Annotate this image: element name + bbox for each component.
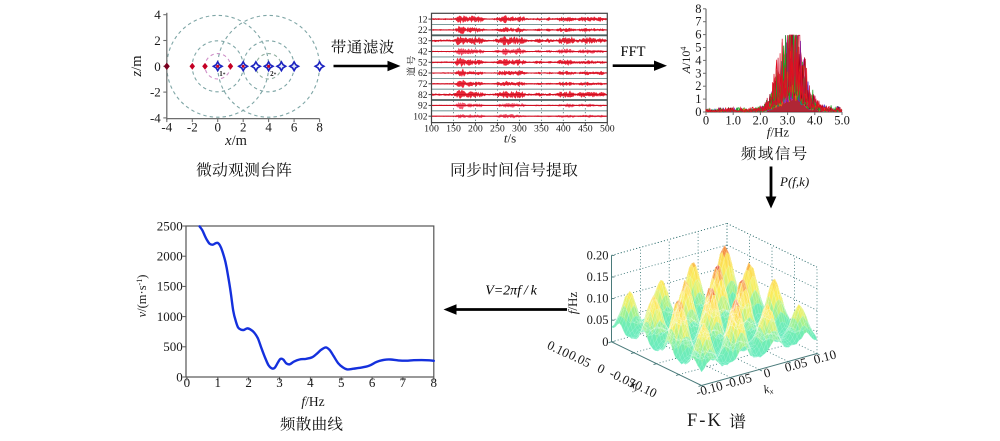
- svg-text:400: 400: [556, 123, 571, 134]
- svg-text:82: 82: [418, 91, 428, 101]
- svg-text:7: 7: [400, 375, 407, 390]
- svg-text:f/Hz: f/Hz: [301, 394, 324, 409]
- svg-text:22: 22: [418, 26, 428, 36]
- svg-text:5.0: 5.0: [834, 114, 850, 128]
- svg-text:0: 0: [176, 369, 183, 384]
- svg-text:500: 500: [600, 123, 615, 134]
- svg-text:8: 8: [431, 375, 438, 390]
- svg-text:A/104: A/104: [679, 47, 693, 75]
- svg-text:250: 250: [490, 123, 505, 134]
- svg-text:0.05: 0.05: [783, 354, 809, 374]
- svg-text:FFT: FFT: [621, 44, 646, 60]
- svg-text:2: 2: [240, 120, 247, 135]
- svg-text:z/m: z/m: [129, 55, 145, 78]
- svg-text:0: 0: [695, 105, 701, 119]
- svg-text:f/Hz: f/Hz: [767, 125, 790, 140]
- svg-text:1: 1: [695, 92, 701, 106]
- svg-text:450: 450: [578, 123, 593, 134]
- svg-text:0.15: 0.15: [587, 270, 609, 284]
- svg-text:-2: -2: [187, 120, 198, 135]
- svg-text:100: 100: [424, 123, 439, 134]
- svg-text:8: 8: [695, 2, 701, 16]
- svg-text:1.0: 1.0: [725, 114, 741, 128]
- svg-text:0.10: 0.10: [587, 292, 609, 306]
- svg-text:12: 12: [418, 15, 428, 25]
- svg-text:2.0: 2.0: [753, 114, 769, 128]
- svg-text:2: 2: [245, 375, 252, 390]
- svg-text:0: 0: [214, 120, 221, 135]
- svg-text:1: 1: [215, 375, 222, 390]
- svg-text:P(f,k): P(f,k): [779, 174, 809, 189]
- svg-text:4.0: 4.0: [807, 114, 823, 128]
- svg-text:200: 200: [468, 123, 483, 134]
- svg-text:1500: 1500: [157, 279, 183, 294]
- svg-text:V=2πf / k: V=2πf / k: [485, 284, 537, 299]
- svg-text:-0.10: -0.10: [694, 378, 724, 400]
- svg-text:-2: -2: [150, 85, 161, 100]
- svg-text:-4: -4: [150, 110, 161, 125]
- svg-text:6: 6: [291, 120, 298, 135]
- svg-text:F-K: F-K: [687, 411, 723, 431]
- svg-text:5: 5: [695, 41, 701, 55]
- svg-text:6: 6: [369, 375, 376, 390]
- svg-text:0.20: 0.20: [587, 248, 609, 262]
- svg-text:0.05: 0.05: [587, 313, 609, 327]
- svg-text:52: 52: [418, 59, 428, 69]
- svg-text:t/s: t/s: [504, 131, 516, 146]
- svg-text:2000: 2000: [157, 249, 183, 264]
- svg-text:42: 42: [418, 48, 428, 58]
- svg-text:f/Hz: f/Hz: [565, 292, 580, 315]
- svg-text:x/m: x/m: [224, 133, 247, 149]
- svg-text:4: 4: [307, 375, 314, 390]
- svg-text:3: 3: [695, 66, 701, 80]
- svg-text:4: 4: [695, 53, 702, 67]
- svg-text:2*: 2*: [270, 70, 277, 78]
- svg-text:3.0: 3.0: [780, 114, 796, 128]
- svg-text:-4: -4: [161, 120, 172, 135]
- svg-text:500: 500: [163, 339, 183, 354]
- svg-text:72: 72: [418, 80, 428, 90]
- svg-text:3: 3: [276, 375, 283, 390]
- svg-text:2: 2: [154, 33, 161, 48]
- svg-text:6: 6: [695, 28, 701, 42]
- svg-text:4: 4: [154, 7, 161, 22]
- svg-text:62: 62: [418, 69, 428, 79]
- svg-text:350: 350: [534, 123, 549, 134]
- svg-text:0: 0: [184, 375, 191, 390]
- svg-text:0: 0: [703, 114, 709, 128]
- svg-text:0: 0: [154, 59, 161, 74]
- svg-text:8: 8: [316, 120, 323, 135]
- svg-text:0.10: 0.10: [812, 346, 838, 366]
- svg-text:7: 7: [695, 15, 701, 29]
- svg-text:2: 2: [695, 79, 701, 93]
- svg-text:0: 0: [762, 365, 772, 381]
- svg-text:92: 92: [418, 102, 428, 112]
- svg-text:32: 32: [418, 37, 428, 47]
- svg-text:300: 300: [512, 123, 527, 134]
- svg-text:1000: 1000: [157, 309, 183, 324]
- svg-text:1*: 1*: [219, 70, 226, 78]
- svg-text:0: 0: [602, 335, 608, 349]
- svg-text:150: 150: [446, 123, 461, 134]
- svg-text:102: 102: [413, 112, 428, 122]
- svg-text:5: 5: [338, 375, 345, 390]
- svg-text:-0.05: -0.05: [723, 370, 753, 392]
- svg-text:2500: 2500: [157, 218, 183, 233]
- svg-text:4: 4: [265, 120, 272, 135]
